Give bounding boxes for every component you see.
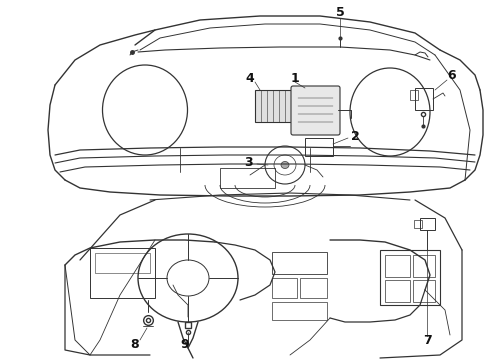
Bar bbox=[272, 252, 327, 274]
Bar bbox=[95, 253, 150, 273]
Bar bbox=[385, 255, 410, 277]
Text: 3: 3 bbox=[244, 156, 252, 168]
Text: 4: 4 bbox=[245, 72, 254, 85]
Bar bbox=[415, 88, 433, 110]
Bar bbox=[413, 280, 435, 302]
FancyBboxPatch shape bbox=[291, 86, 340, 135]
Bar bbox=[255, 90, 293, 122]
Bar bbox=[90, 248, 155, 298]
Bar bbox=[272, 302, 327, 320]
Bar bbox=[380, 250, 440, 305]
Bar bbox=[385, 280, 410, 302]
Text: 8: 8 bbox=[131, 338, 139, 351]
Bar bbox=[410, 90, 418, 100]
Bar bbox=[413, 255, 435, 277]
Bar bbox=[272, 278, 297, 298]
Bar bbox=[420, 218, 435, 230]
Bar bbox=[305, 138, 333, 156]
Text: 5: 5 bbox=[336, 5, 344, 18]
Text: 2: 2 bbox=[351, 130, 359, 143]
Text: 9: 9 bbox=[181, 338, 189, 351]
Bar bbox=[220, 168, 275, 188]
Bar bbox=[300, 278, 327, 298]
Bar bbox=[414, 220, 422, 228]
Ellipse shape bbox=[281, 162, 289, 168]
Text: 7: 7 bbox=[422, 333, 431, 346]
Text: 1: 1 bbox=[291, 72, 299, 85]
Text: 6: 6 bbox=[448, 68, 456, 81]
